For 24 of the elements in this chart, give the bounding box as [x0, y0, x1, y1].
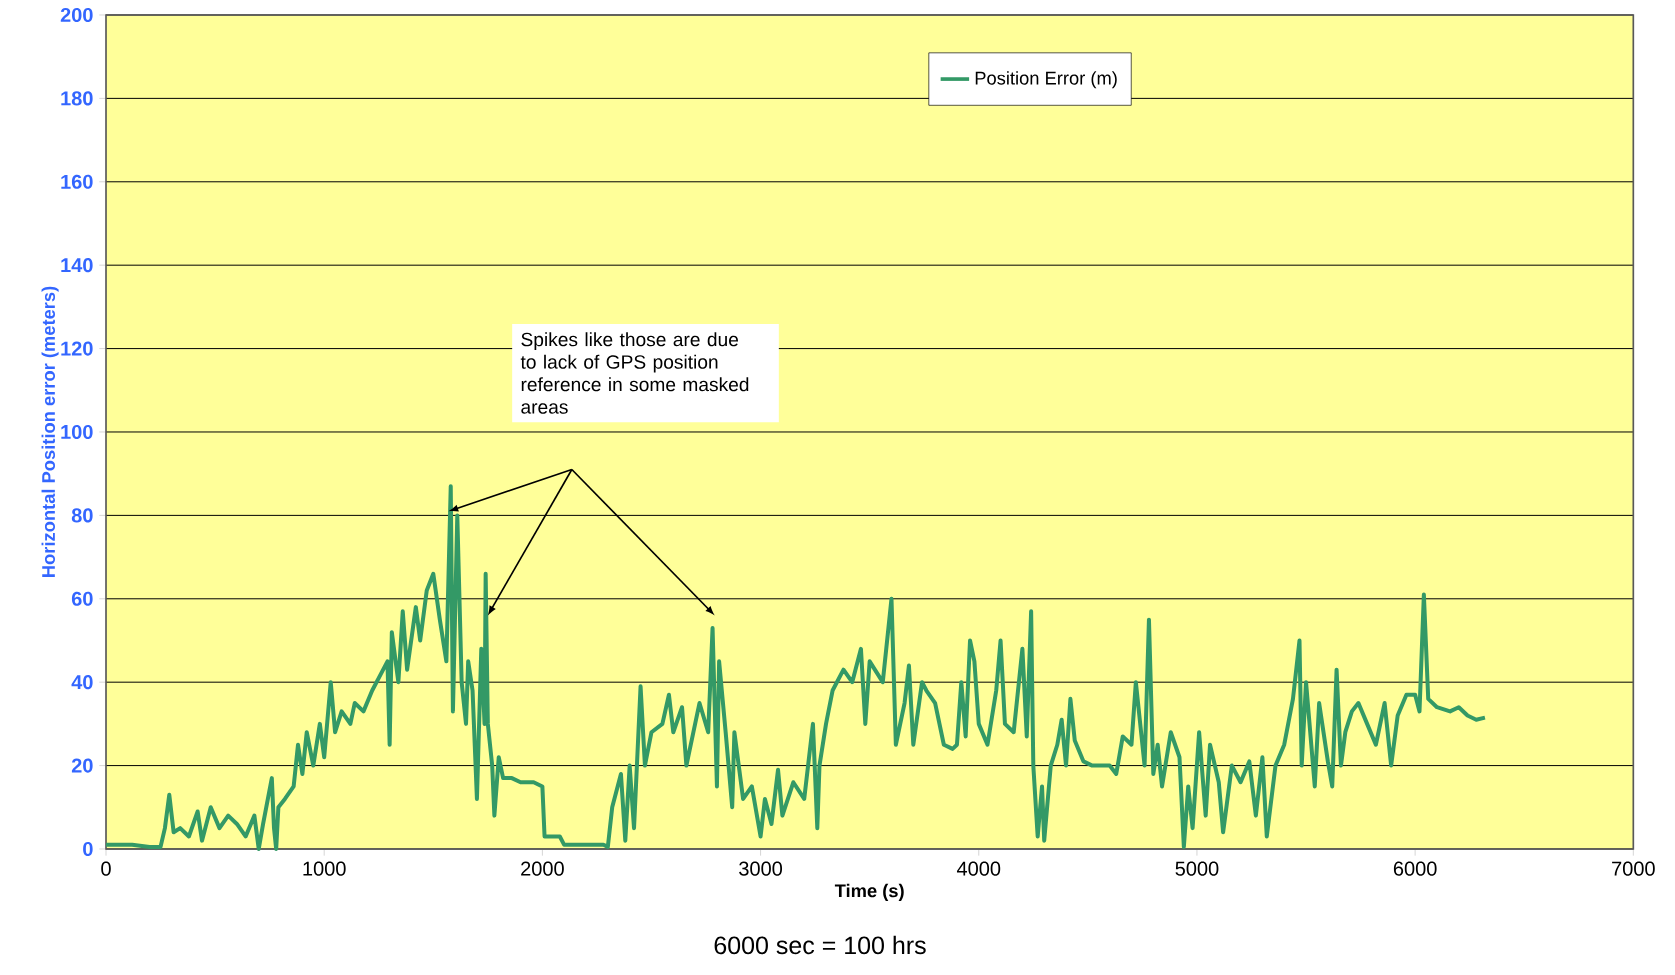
x-tick-label: 0	[101, 861, 111, 876]
x-tick-label: 4000	[956, 861, 1001, 876]
y-tick-label: 120	[61, 341, 93, 356]
y-axis-title: Horizontal Position error (meters)	[41, 286, 59, 577]
y-tick-label: 0	[83, 841, 93, 857]
y-tick-label: 100	[61, 424, 93, 440]
y-tick-label: 160	[61, 174, 93, 189]
x-tick-label: 5000	[1175, 861, 1219, 876]
y-tick-label: 80	[71, 508, 93, 523]
x-axis-title: Time (s)	[834, 883, 904, 901]
y-tick-label: 40	[71, 675, 93, 690]
y-tick-label: 140	[61, 258, 93, 273]
text: 6000 sec = 100 hrs	[714, 935, 926, 955]
x-tick-label: 6000	[1393, 861, 1437, 876]
x-tick-label: 1000	[303, 861, 346, 876]
x-tick-label: 2000	[521, 861, 564, 876]
y-tick-label: 60	[71, 591, 93, 606]
annotation: Spikes like those are due to lack of GPS position reference in some masked areas	[520, 332, 749, 414]
legend-label: Position Error (m)	[975, 71, 1117, 89]
y-tick-label: 20	[71, 758, 93, 773]
x-tick-label: 7000	[1612, 861, 1655, 876]
y-tick-label: 180	[61, 91, 93, 106]
y-tick-label: 200	[60, 7, 93, 23]
x-tick-label: 3000	[739, 861, 783, 876]
